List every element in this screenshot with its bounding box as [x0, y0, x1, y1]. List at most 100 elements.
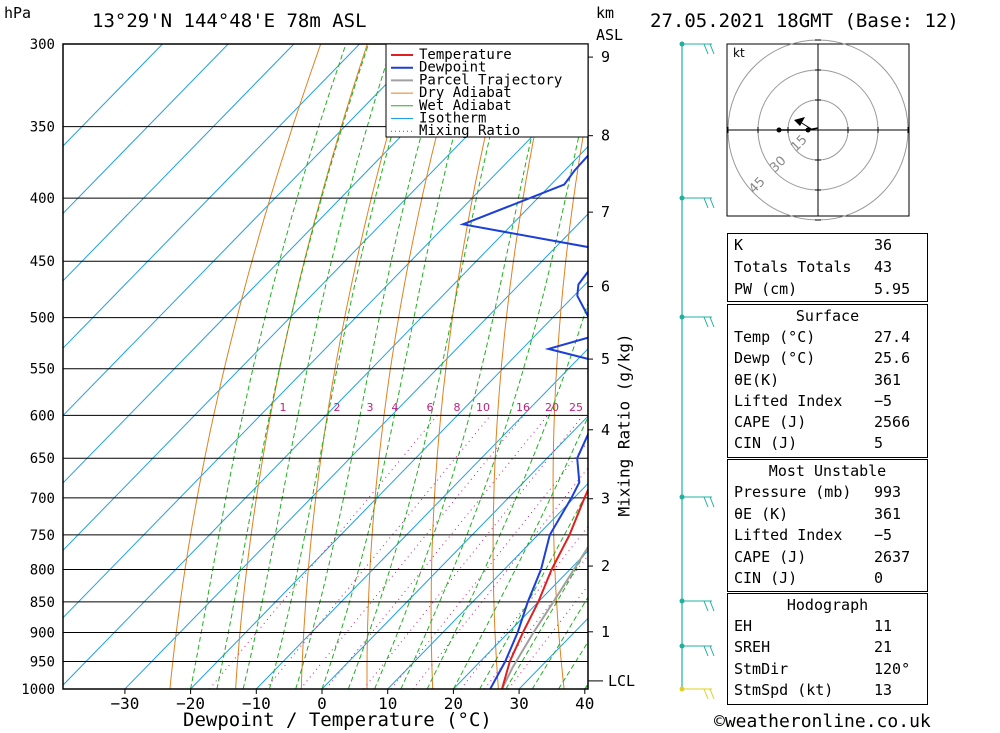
temperature-tick-label: 0	[317, 694, 327, 713]
km-tick-label: 6	[601, 278, 610, 296]
hpa-unit-label: hPa	[4, 4, 32, 22]
surface-dewp-value: 25.6	[874, 349, 911, 367]
mixing-ratio-label: 6	[427, 401, 434, 414]
mixing-ratio-label: 25	[569, 401, 583, 414]
pressure-tick-label: 500	[30, 311, 55, 327]
km-tick-label: 4	[601, 421, 610, 439]
mu-li-label: Lifted Index	[734, 526, 843, 544]
km-tick-label: 9	[601, 48, 610, 66]
mixing-ratio-line	[265, 415, 491, 689]
surface-cin-value: 5	[874, 434, 884, 452]
wet-adiabat-line	[321, 44, 478, 689]
y-axis-title-mixing-ratio: Mixing Ratio (g/kg)	[614, 333, 634, 517]
hodograph-unit-label: kt	[733, 46, 745, 60]
stmspd-value: 13	[874, 681, 893, 699]
surface-cin-label: CIN (J)	[734, 434, 798, 452]
wet-adiabat-line	[268, 44, 419, 689]
pressure-tick-label: 850	[30, 595, 55, 611]
isotherm-line	[453, 550, 588, 689]
legend-entry: Mixing Ratio	[419, 123, 520, 139]
wind-barb	[682, 43, 715, 55]
temperature-tick-label: −10	[242, 694, 271, 713]
isotherm-line	[63, 44, 558, 552]
surface-theta-label: θE(K)	[734, 371, 780, 389]
temperature-tick-label: 40	[575, 694, 594, 713]
pressure-tick-label: 350	[30, 120, 55, 136]
legend-entry: Parcel Trajectory	[419, 72, 562, 88]
mixing-ratio-label: 2	[334, 401, 341, 414]
hodograph-title: Hodograph	[786, 596, 869, 614]
isotherm-line	[63, 44, 295, 282]
tt-label: Totals Totals	[734, 258, 852, 276]
mu-pressure-label: Pressure (mb)	[734, 483, 852, 501]
wet-adiabat-line	[452, 415, 588, 689]
mixing-ratio-label: 8	[454, 401, 461, 414]
surface-dewp-label: Dewp (°C)	[734, 349, 816, 367]
km-tick-label: 3	[601, 490, 610, 508]
dry-adiabat-line	[552, 104, 588, 689]
surface-temp-value: 27.4	[874, 328, 911, 346]
most-unstable-panel: Most Unstable Pressure (mb) 993 θE (K) 361…	[727, 459, 928, 592]
legend-entry: Dry Adiabat	[419, 85, 512, 101]
pressure-tick-label: 900	[30, 626, 55, 642]
wind-barb	[682, 688, 715, 700]
storm-motion-marker	[794, 117, 805, 126]
mu-pressure-value: 993	[874, 483, 902, 501]
surface-cape-label: CAPE (J)	[734, 413, 807, 431]
temperature-tick-label: 30	[509, 694, 528, 713]
mu-cape-value: 2637	[874, 548, 911, 566]
isotherm-line	[387, 482, 588, 689]
parcel-trajectory-line	[501, 545, 588, 689]
k-value: 36	[874, 236, 893, 254]
copyright-link[interactable]: ©weatheronline.co.uk	[714, 711, 931, 732]
most-unstable-title: Most Unstable	[768, 462, 887, 480]
hodograph-panel: Hodograph EH 11 SREH 21 StmDir 120° StmSpd …	[727, 593, 928, 705]
tt-value: 43	[874, 258, 893, 276]
dry-adiabat-line	[169, 44, 322, 689]
isotherm-line	[321, 415, 588, 689]
pressure-tick-label: 950	[30, 655, 55, 671]
isotherm-line	[63, 44, 492, 484]
wind-barb	[682, 197, 715, 209]
surface-title: Surface	[795, 307, 860, 325]
surface-li-label: Lifted Index	[734, 392, 843, 410]
mixing-ratio-label: 3	[367, 401, 374, 414]
mu-cape-label: CAPE (J)	[734, 548, 807, 566]
surface-temp-label: Temp (°C)	[734, 328, 816, 346]
plot-frame	[62, 43, 589, 690]
asl-unit-label: ASL	[596, 26, 624, 44]
km-tick-label: 1	[601, 623, 610, 641]
isotherm-line	[63, 44, 229, 215]
km-tick-label: 7	[601, 203, 610, 221]
wind-barb	[682, 600, 715, 612]
stmdir-label: StmDir	[734, 660, 789, 678]
wet-adiabat-line	[347, 44, 513, 689]
isotherm-line	[63, 44, 163, 147]
km-unit-label: km	[596, 4, 615, 22]
pressure-tick-label: 600	[30, 408, 55, 424]
mu-cin-label: CIN (J)	[734, 569, 798, 587]
pressure-tick-label: 550	[30, 362, 55, 378]
pressure-tick-label: 300	[30, 37, 55, 53]
hodograph-point	[805, 127, 811, 133]
isotherm-line	[124, 213, 588, 689]
mu-theta-label: θE (K)	[734, 505, 789, 523]
station-location: 13°29'N 144°48'E 78m ASL	[92, 10, 367, 32]
mixing-ratio-line	[300, 415, 524, 689]
stmdir-value: 120°	[874, 660, 911, 678]
mu-theta-value: 361	[874, 505, 902, 523]
wet-adiabat-line	[426, 301, 588, 689]
surface-theta-value: 361	[874, 371, 902, 389]
indices-panel: K 36 Totals Totals 43 PW (cm) 5.95	[727, 233, 928, 302]
pressure-tick-label: 400	[30, 191, 55, 207]
pressure-tick-label: 800	[30, 562, 55, 578]
legend-entry: Isotherm	[419, 111, 486, 127]
dry-adiabat-line	[300, 44, 415, 689]
storm-motion-line	[799, 121, 814, 131]
isotherm-line	[63, 78, 588, 619]
km-tick-label: 5	[601, 350, 610, 368]
temperature-tick-label: 20	[444, 694, 463, 713]
isotherm-line	[190, 280, 588, 689]
